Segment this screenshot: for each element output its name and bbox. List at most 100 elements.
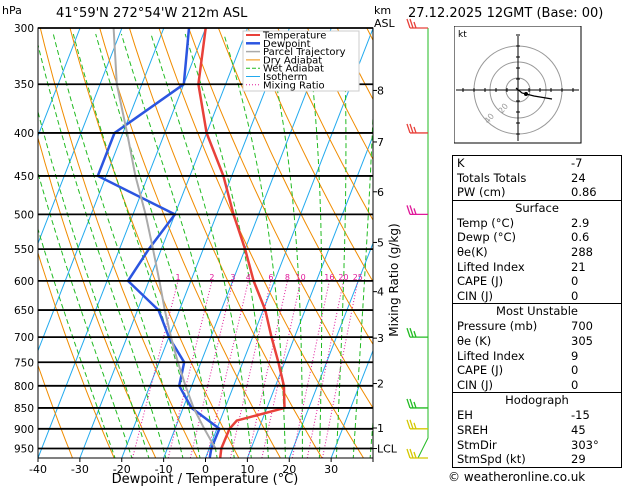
index-value: 0 [571, 363, 579, 378]
isotherm-line [38, 28, 123, 245]
index-row: Lifted Index 21 [453, 260, 621, 275]
index-label: θe(K) [457, 244, 488, 259]
wind-barb-flag [406, 448, 411, 459]
index-label: Temp (°C) [457, 215, 515, 230]
index-value: 21 [571, 259, 586, 274]
pressure-tick-label: 400 [14, 128, 34, 140]
wind-barb-flag [406, 123, 411, 134]
wet-adiabat-line [352, 104, 373, 458]
pressure-tick-label: 550 [14, 244, 34, 256]
footer-credit: © weatheronline.co.uk [448, 470, 586, 484]
mixing-ratio-line [322, 280, 359, 458]
temperature-line [197, 28, 286, 458]
pressure-tick-label: 300 [14, 23, 34, 35]
pressure-tick-label: 450 [14, 171, 34, 183]
wind-barb [406, 327, 428, 338]
km-tick-label: 2 [377, 378, 384, 391]
index-value: 0 [571, 377, 579, 392]
x-tick-label: 30 [324, 463, 338, 476]
section-title: Surface [515, 200, 559, 215]
wind-barb-flag [409, 448, 414, 459]
index-row: Totals Totals 24 [453, 171, 621, 186]
pressure-tick-label: 650 [14, 305, 34, 317]
wind-barb-flag [406, 398, 411, 409]
dry-adiabat-line [39, 28, 198, 458]
isotherm-line [38, 28, 39, 30]
x-tick-label: 10 [240, 463, 254, 476]
dry-adiabat-line [38, 136, 157, 458]
wet-adiabat-line [38, 171, 133, 458]
hodograph-unit-label: kt [458, 30, 467, 40]
hodograph-box: Hodograph EH -15 SREH 45 StmDir 303° StmSpd (kt… [452, 393, 622, 468]
index-label: Dewp (°C) [457, 230, 517, 245]
index-label: K [457, 156, 465, 170]
index-value: -7 [571, 156, 583, 170]
x-tick-label: -40 [29, 463, 47, 476]
wet-adiabat-line [38, 227, 116, 458]
wind-barb [406, 18, 428, 29]
wind-barb-flag [413, 451, 417, 459]
legend-box [242, 30, 360, 92]
legend-label: Dry Adiabat [263, 55, 322, 66]
x-tick-label: 0 [202, 463, 209, 476]
wind-barb-flag [409, 327, 414, 338]
index-label: EH [457, 408, 473, 423]
index-value: 305 [571, 333, 593, 348]
pressure-tick-label: 750 [14, 357, 34, 369]
index-label: Lifted Index [457, 348, 525, 363]
legend-label: Isotherm [263, 72, 307, 83]
index-row: CIN (J) 0 [453, 289, 621, 304]
index-row: CAPE (J) 0 [453, 363, 621, 378]
location-title: 41°59'N 272°54'W 212m ASL [56, 6, 248, 21]
wind-barb-flag [409, 18, 414, 29]
wet-adiabat-line [265, 33, 303, 458]
index-value: 24 [571, 170, 586, 185]
index-label: Pressure (mb) [457, 319, 538, 334]
pressure-tick-label: 900 [14, 424, 34, 436]
hpa-axis-unit: hPa [2, 4, 22, 17]
indices-panel: K -7 Totals Totals 24 PW (cm) 0.86 Surface Tem… [452, 155, 622, 468]
index-label: CAPE (J) [457, 274, 504, 289]
km-tick-label: 3 [377, 332, 384, 345]
km-tick-label: 8 [377, 84, 384, 97]
mixing-ratio-label: 25 [353, 273, 363, 282]
km-tick-label: LCL [377, 443, 398, 456]
wind-barb [406, 448, 428, 459]
km-tick-label: 6 [377, 186, 384, 199]
index-label: Totals Totals [457, 170, 527, 185]
legend-label: Parcel Trajectory [263, 47, 346, 58]
index-label: CIN (J) [457, 288, 494, 303]
km-tick-label: 1 [377, 422, 384, 435]
legend-label: Mixing Ratio [263, 80, 325, 91]
wind-barb-flag [413, 401, 417, 409]
section-title: Hodograph [505, 393, 569, 408]
index-value: 0 [571, 274, 579, 289]
pressure-tick-label: 700 [14, 332, 34, 344]
index-value: 0.86 [571, 185, 597, 200]
index-row: StmDir 303° [453, 438, 621, 453]
hodograph-storm-marker [524, 92, 528, 96]
wet-adiabat-line [38, 110, 150, 458]
wind-barb-flag [406, 205, 411, 215]
wind-barb [406, 205, 428, 216]
dry-adiabat-line [188, 28, 373, 409]
wet-adiabat-line [95, 33, 218, 458]
dry-adiabat-line [38, 251, 115, 458]
pressure-tick-label: 950 [14, 444, 34, 456]
dry-adiabat-line [277, 28, 373, 222]
index-label: CAPE (J) [457, 363, 504, 378]
pressure-tick-label: 600 [14, 276, 34, 288]
wet-adiabat-line [120, 33, 235, 458]
mixing-ratio-label: 20 [338, 273, 348, 282]
section-title: Most Unstable [496, 304, 578, 319]
wind-barb-flag [413, 208, 417, 215]
index-value: 288 [571, 244, 593, 259]
wind-barb-flag [413, 422, 417, 430]
index-row: CAPE (J) 0 [453, 274, 621, 289]
pressure-tick-label: 500 [14, 209, 34, 221]
dry-adiabat-line [307, 28, 373, 161]
wind-barb [406, 123, 428, 134]
index-value: 303° [571, 437, 599, 452]
index-row: SREH 45 [453, 423, 621, 438]
dry-adiabat-line [128, 28, 323, 458]
